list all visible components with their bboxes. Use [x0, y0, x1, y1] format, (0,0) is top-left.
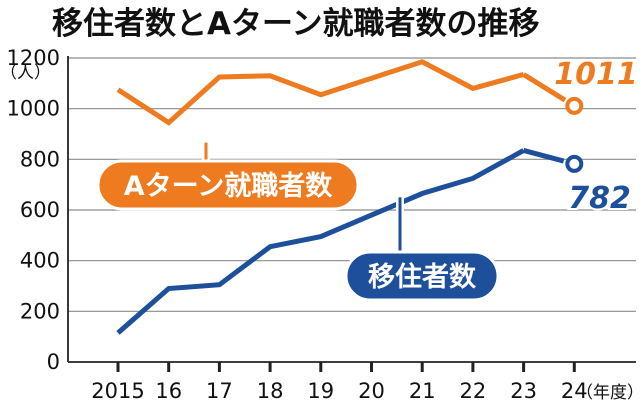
x-tick-label: 21 — [409, 379, 436, 403]
y-tick-label: 1200 — [7, 46, 60, 70]
end-value-label: 782 — [568, 181, 631, 216]
x-tick-label: 24 — [561, 379, 588, 403]
end-value-label: 1011 — [554, 57, 638, 92]
x-tick-label: 17 — [206, 379, 233, 403]
series-label-pill — [344, 250, 500, 302]
y-tick-label: 1000 — [7, 97, 60, 121]
series-line-end-segment — [522, 72, 567, 103]
y-tick-labels: 0 200 400 600 800 1000 1200 — [7, 46, 60, 374]
x-tick-label: 18 — [257, 379, 284, 403]
y-tick-label: 800 — [20, 147, 60, 171]
y-axis-unit: （人） — [0, 63, 51, 83]
x-axis: 2015 16 17 18 19 20 21 22 23 24 — [67, 56, 636, 403]
y-tick-label: 0 — [47, 350, 60, 374]
x-tick-label: 20 — [358, 379, 385, 403]
x-axis-unit: （年度） — [576, 383, 640, 403]
series-line-end-segment — [522, 148, 565, 164]
series-line — [116, 59, 525, 126]
series-label-pill — [96, 159, 360, 211]
y-tick-label: 400 — [20, 249, 60, 273]
series-lines: 1011 782 — [116, 55, 640, 335]
series-label: Aターン就職者数 — [96, 142, 360, 211]
series-label: 移住者数 — [344, 197, 500, 302]
x-tick-label: 2015 — [91, 379, 144, 403]
end-point-marker — [565, 154, 584, 173]
x-tick-label: 19 — [307, 379, 334, 403]
y-tick-label: 200 — [20, 299, 60, 323]
x-tick-label: 23 — [510, 379, 537, 403]
x-tick-label: 22 — [460, 379, 487, 403]
y-tick-label: 600 — [20, 198, 60, 222]
chart-title: 移住者数とAターン就職者数の推移 — [52, 6, 539, 42]
x-tick-label: 16 — [155, 379, 182, 403]
series-name-label: 移住者数 — [368, 261, 477, 293]
end-point-marker — [565, 96, 584, 115]
series-name-label: Aターン就職者数 — [124, 171, 334, 202]
